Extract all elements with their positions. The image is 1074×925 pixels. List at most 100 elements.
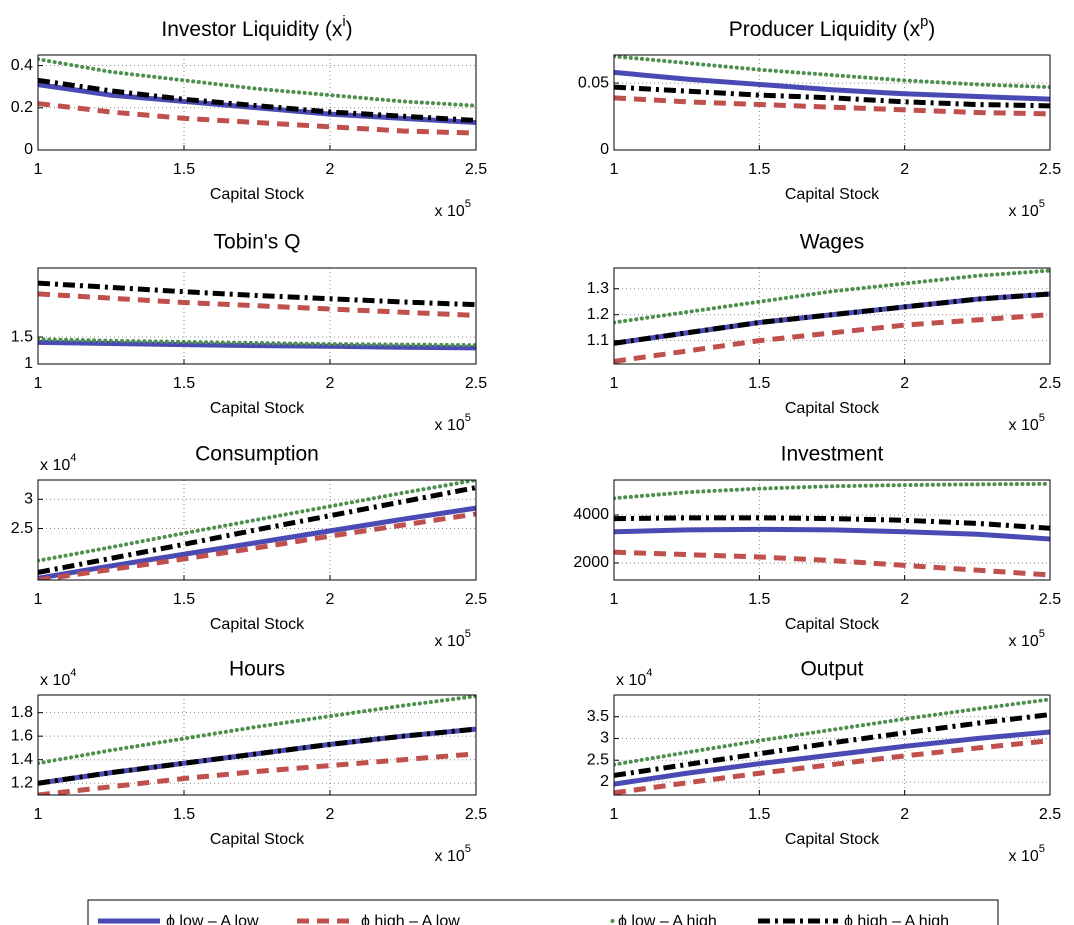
series-line	[614, 481, 1050, 501]
x-multiplier-part: 5	[1039, 628, 1045, 640]
y-tick-label: 0.4	[11, 57, 33, 74]
x-tick-label: 1.5	[748, 591, 770, 608]
chart-title-part: Producer Liquidity (x	[729, 18, 921, 41]
x-multiplier-part: 5	[465, 843, 471, 855]
y-tick-label: 1.4	[11, 751, 33, 768]
series-line	[614, 712, 1050, 778]
x-multiplier: x 105	[435, 843, 471, 865]
y-multiplier-part: x 10	[616, 672, 646, 689]
axes-box	[37, 54, 477, 151]
x-axis-label: Capital Stock	[785, 186, 880, 203]
x-multiplier: x 105	[1009, 843, 1045, 865]
x-tick-label: 1.5	[173, 806, 195, 823]
y-tick-label: 2	[600, 773, 609, 790]
legend-swatch	[610, 919, 615, 923]
y-tick-label: 1.5	[11, 328, 33, 345]
axes-box	[613, 694, 1051, 796]
series-line	[614, 291, 1050, 346]
x-tick-label: 2	[900, 161, 909, 178]
x-multiplier: x 105	[435, 412, 471, 434]
chart-title: Hours	[229, 658, 285, 681]
y-tick-label: 0.05	[578, 74, 609, 91]
series-line	[38, 505, 476, 580]
x-tick-label: 2	[326, 806, 335, 823]
x-tick-label: 1	[610, 161, 619, 178]
x-tick-label: 1	[610, 375, 619, 392]
y-tick-label: 1.2	[11, 774, 33, 791]
x-multiplier: x 105	[435, 628, 471, 650]
x-multiplier-part: x 10	[1009, 848, 1039, 865]
x-multiplier-part: 5	[465, 412, 471, 424]
x-multiplier-part: x 10	[1009, 633, 1039, 650]
x-axis-label: Capital Stock	[210, 186, 305, 203]
legend: ϕ low – A low ϕ high – A low ϕ low – A hig…	[87, 899, 999, 925]
legend-label: ϕ high – A low	[361, 913, 460, 925]
x-tick-label: 1.5	[748, 806, 770, 823]
chart-title-part: )	[346, 18, 353, 41]
y-tick-label: 1.2	[587, 306, 609, 323]
y-tick-label: 0	[600, 141, 609, 158]
series-line	[38, 751, 476, 795]
legend-label: ϕ low – A high	[618, 913, 717, 925]
x-axis-label: Capital Stock	[785, 831, 880, 848]
series-line	[38, 337, 476, 348]
x-tick-label: 2.5	[1039, 375, 1061, 392]
y-tick-label: 2.5	[11, 520, 33, 537]
series-line	[38, 695, 476, 766]
series-line	[614, 95, 1050, 117]
y-tick-label: 1.1	[587, 332, 609, 349]
x-tick-label: 1	[34, 375, 43, 392]
x-tick-label: 2	[900, 375, 909, 392]
series-line	[614, 268, 1050, 325]
x-tick-label: 1	[34, 806, 43, 823]
axes-box	[37, 479, 477, 581]
y-multiplier: x 104	[616, 667, 652, 689]
x-tick-label: 1.5	[173, 591, 195, 608]
y-multiplier: x 104	[40, 667, 76, 689]
series-line	[614, 526, 1050, 542]
x-multiplier-part: x 10	[435, 417, 465, 434]
y-tick-label: 0.2	[11, 99, 33, 116]
y-multiplier-part: 4	[646, 667, 652, 679]
y-tick-label: 4000	[573, 506, 609, 523]
x-multiplier-part: 5	[1039, 412, 1045, 424]
axes-box	[613, 479, 1051, 581]
series-line	[38, 57, 476, 108]
x-tick-label: 2	[326, 375, 335, 392]
legend-label: ϕ low – A low	[166, 913, 259, 925]
series-line	[614, 697, 1050, 767]
x-multiplier-part: x 10	[435, 848, 465, 865]
series-line	[614, 515, 1050, 531]
series-line	[614, 69, 1050, 102]
x-tick-label: 2	[900, 591, 909, 608]
series-line	[614, 729, 1050, 787]
x-multiplier-part: x 10	[435, 203, 465, 220]
chart-title: Tobin's Q	[214, 231, 301, 254]
y-multiplier-part: 4	[70, 452, 76, 464]
x-tick-label: 2	[326, 591, 335, 608]
y-multiplier-part: x 10	[40, 457, 70, 474]
x-tick-label: 2.5	[465, 375, 487, 392]
chart-title: Investment	[781, 443, 884, 466]
x-multiplier: x 105	[1009, 412, 1045, 434]
axes-box	[37, 694, 477, 796]
x-multiplier-part: 5	[1039, 843, 1045, 855]
series-line	[38, 339, 476, 351]
chart-title: Consumption	[195, 443, 319, 466]
y-tick-label: 2.5	[587, 751, 609, 768]
x-tick-label: 1.5	[748, 161, 770, 178]
x-tick-label: 2.5	[465, 806, 487, 823]
chart-title: Wages	[800, 231, 865, 254]
series-line	[614, 738, 1050, 795]
x-multiplier-part: x 10	[435, 633, 465, 650]
series-line	[38, 511, 476, 580]
x-multiplier-part: x 10	[1009, 203, 1039, 220]
x-tick-label: 1.5	[173, 161, 195, 178]
series-line	[38, 280, 476, 308]
x-axis-label: Capital Stock	[210, 400, 305, 417]
y-tick-label: 1	[24, 355, 33, 372]
y-multiplier-part: 4	[70, 667, 76, 679]
x-multiplier: x 105	[1009, 198, 1045, 220]
series-line	[38, 480, 476, 563]
